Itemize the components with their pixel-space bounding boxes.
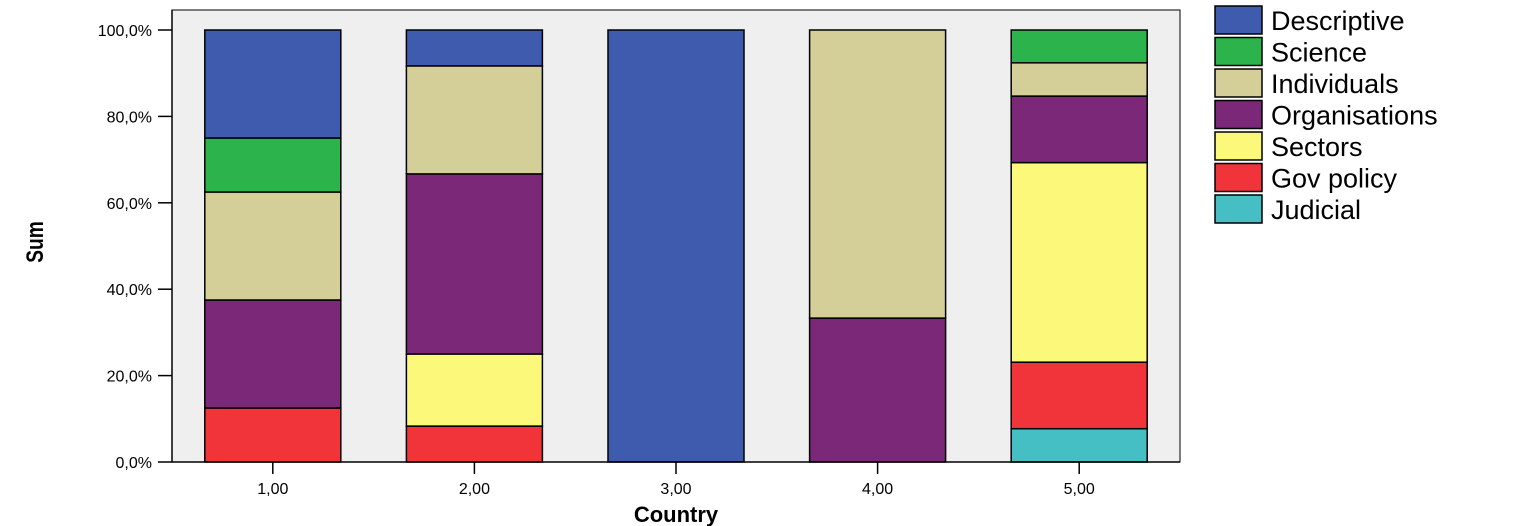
bar-segment-sectors-2 xyxy=(405,353,544,427)
legend: DescriptiveScienceIndividualsOrganisatio… xyxy=(1214,5,1438,225)
bar-segment-gov-policy-2 xyxy=(405,425,544,463)
x-tick-label: 2,00 xyxy=(459,481,490,498)
legend-swatch xyxy=(1214,194,1263,224)
bar-segment-individuals-1 xyxy=(204,191,342,301)
legend-swatch xyxy=(1214,162,1263,193)
legend-label: Judicial xyxy=(1271,195,1361,225)
y-tick-label: 40,0% xyxy=(107,282,152,299)
y-tick-label: 100,0% xyxy=(98,23,152,40)
bar-segment-individuals-2 xyxy=(405,65,544,175)
bar-segment-sectors-5 xyxy=(1010,161,1148,363)
y-tick-label: 80,0% xyxy=(107,109,152,126)
bars xyxy=(204,29,1148,463)
legend-label: Individuals xyxy=(1271,69,1399,99)
bar-segment-descriptive-1 xyxy=(204,29,342,139)
bar-segment-organisations-2 xyxy=(405,173,544,355)
y-axis-title: Sum xyxy=(21,221,49,263)
y-ticks: 0,0% 20,0% 40,0% 60,0% 80,0% 100,0% xyxy=(98,23,172,472)
legend-swatch xyxy=(1214,5,1263,35)
bar-segment-organisations-5 xyxy=(1010,95,1148,164)
x-tick-label: 1,00 xyxy=(257,481,288,498)
y-tick-label: 20,0% xyxy=(107,369,152,386)
x-ticks: 1,00 2,00 3,00 4,00 5,00 xyxy=(257,462,1095,498)
x-tick-label: 4,00 xyxy=(862,481,893,498)
bar-segment-science-5 xyxy=(1010,29,1148,64)
bar-segment-descriptive-2 xyxy=(405,29,544,67)
x-tick-label: 3,00 xyxy=(660,481,691,498)
legend-label: Gov policy xyxy=(1271,164,1398,194)
legend-label: Sectors xyxy=(1271,132,1363,162)
bar-segment-gov-policy-5 xyxy=(1010,361,1148,430)
legend-swatch xyxy=(1214,68,1263,98)
bar-segment-descriptive-3 xyxy=(607,29,745,463)
bar-segment-science-1 xyxy=(204,137,342,193)
bar-segment-judicial-5 xyxy=(1010,427,1148,463)
bar-segment-gov-policy-1 xyxy=(204,407,342,463)
legend-label: Descriptive xyxy=(1271,6,1405,36)
legend-swatch xyxy=(1214,131,1263,161)
legend-label: Science xyxy=(1271,38,1367,68)
legend-swatch xyxy=(1214,99,1263,130)
bar-segment-individuals-4 xyxy=(808,29,947,319)
bar-segment-organisations-1 xyxy=(204,299,342,409)
y-tick-label: 0,0% xyxy=(116,455,152,472)
legend-label: Organisations xyxy=(1271,101,1438,131)
legend-swatch xyxy=(1214,36,1263,67)
x-tick-label: 5,00 xyxy=(1064,481,1095,498)
y-tick-label: 60,0% xyxy=(107,196,152,213)
bar-segment-individuals-5 xyxy=(1010,62,1148,97)
x-axis-title: Country xyxy=(634,502,719,526)
bar-segment-organisations-4 xyxy=(808,317,947,463)
